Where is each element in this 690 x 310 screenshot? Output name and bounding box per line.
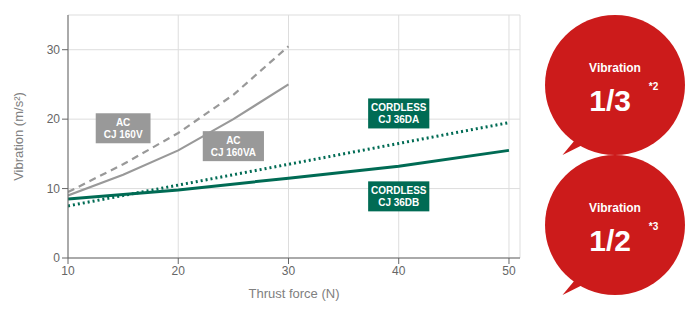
svg-text:*2: *2 bbox=[649, 81, 659, 92]
svg-text:20: 20 bbox=[47, 112, 61, 126]
svg-text:Vibration (m/s²): Vibration (m/s²) bbox=[11, 92, 26, 181]
svg-text:*3: *3 bbox=[649, 221, 659, 232]
svg-text:CORDLESSCJ 36DB: CORDLESSCJ 36DB bbox=[371, 185, 427, 208]
svg-text:40: 40 bbox=[392, 264, 406, 278]
svg-text:1/2: 1/2 bbox=[589, 224, 631, 257]
svg-text:30: 30 bbox=[282, 264, 296, 278]
svg-text:0: 0 bbox=[53, 251, 60, 265]
svg-text:Vibration: Vibration bbox=[589, 201, 641, 215]
svg-text:30: 30 bbox=[47, 43, 61, 57]
svg-text:CORDLESSCJ 36DA: CORDLESSCJ 36DA bbox=[371, 102, 427, 125]
svg-text:10: 10 bbox=[47, 182, 61, 196]
svg-text:1/3: 1/3 bbox=[589, 84, 631, 117]
svg-text:50: 50 bbox=[502, 264, 516, 278]
svg-text:20: 20 bbox=[172, 264, 186, 278]
svg-text:ACCJ 160VA: ACCJ 160VA bbox=[211, 135, 256, 158]
svg-text:Vibration: Vibration bbox=[589, 61, 641, 75]
svg-text:10: 10 bbox=[61, 264, 75, 278]
svg-text:Thrust force (N): Thrust force (N) bbox=[248, 286, 339, 301]
svg-text:ACCJ 160V: ACCJ 160V bbox=[104, 117, 143, 140]
